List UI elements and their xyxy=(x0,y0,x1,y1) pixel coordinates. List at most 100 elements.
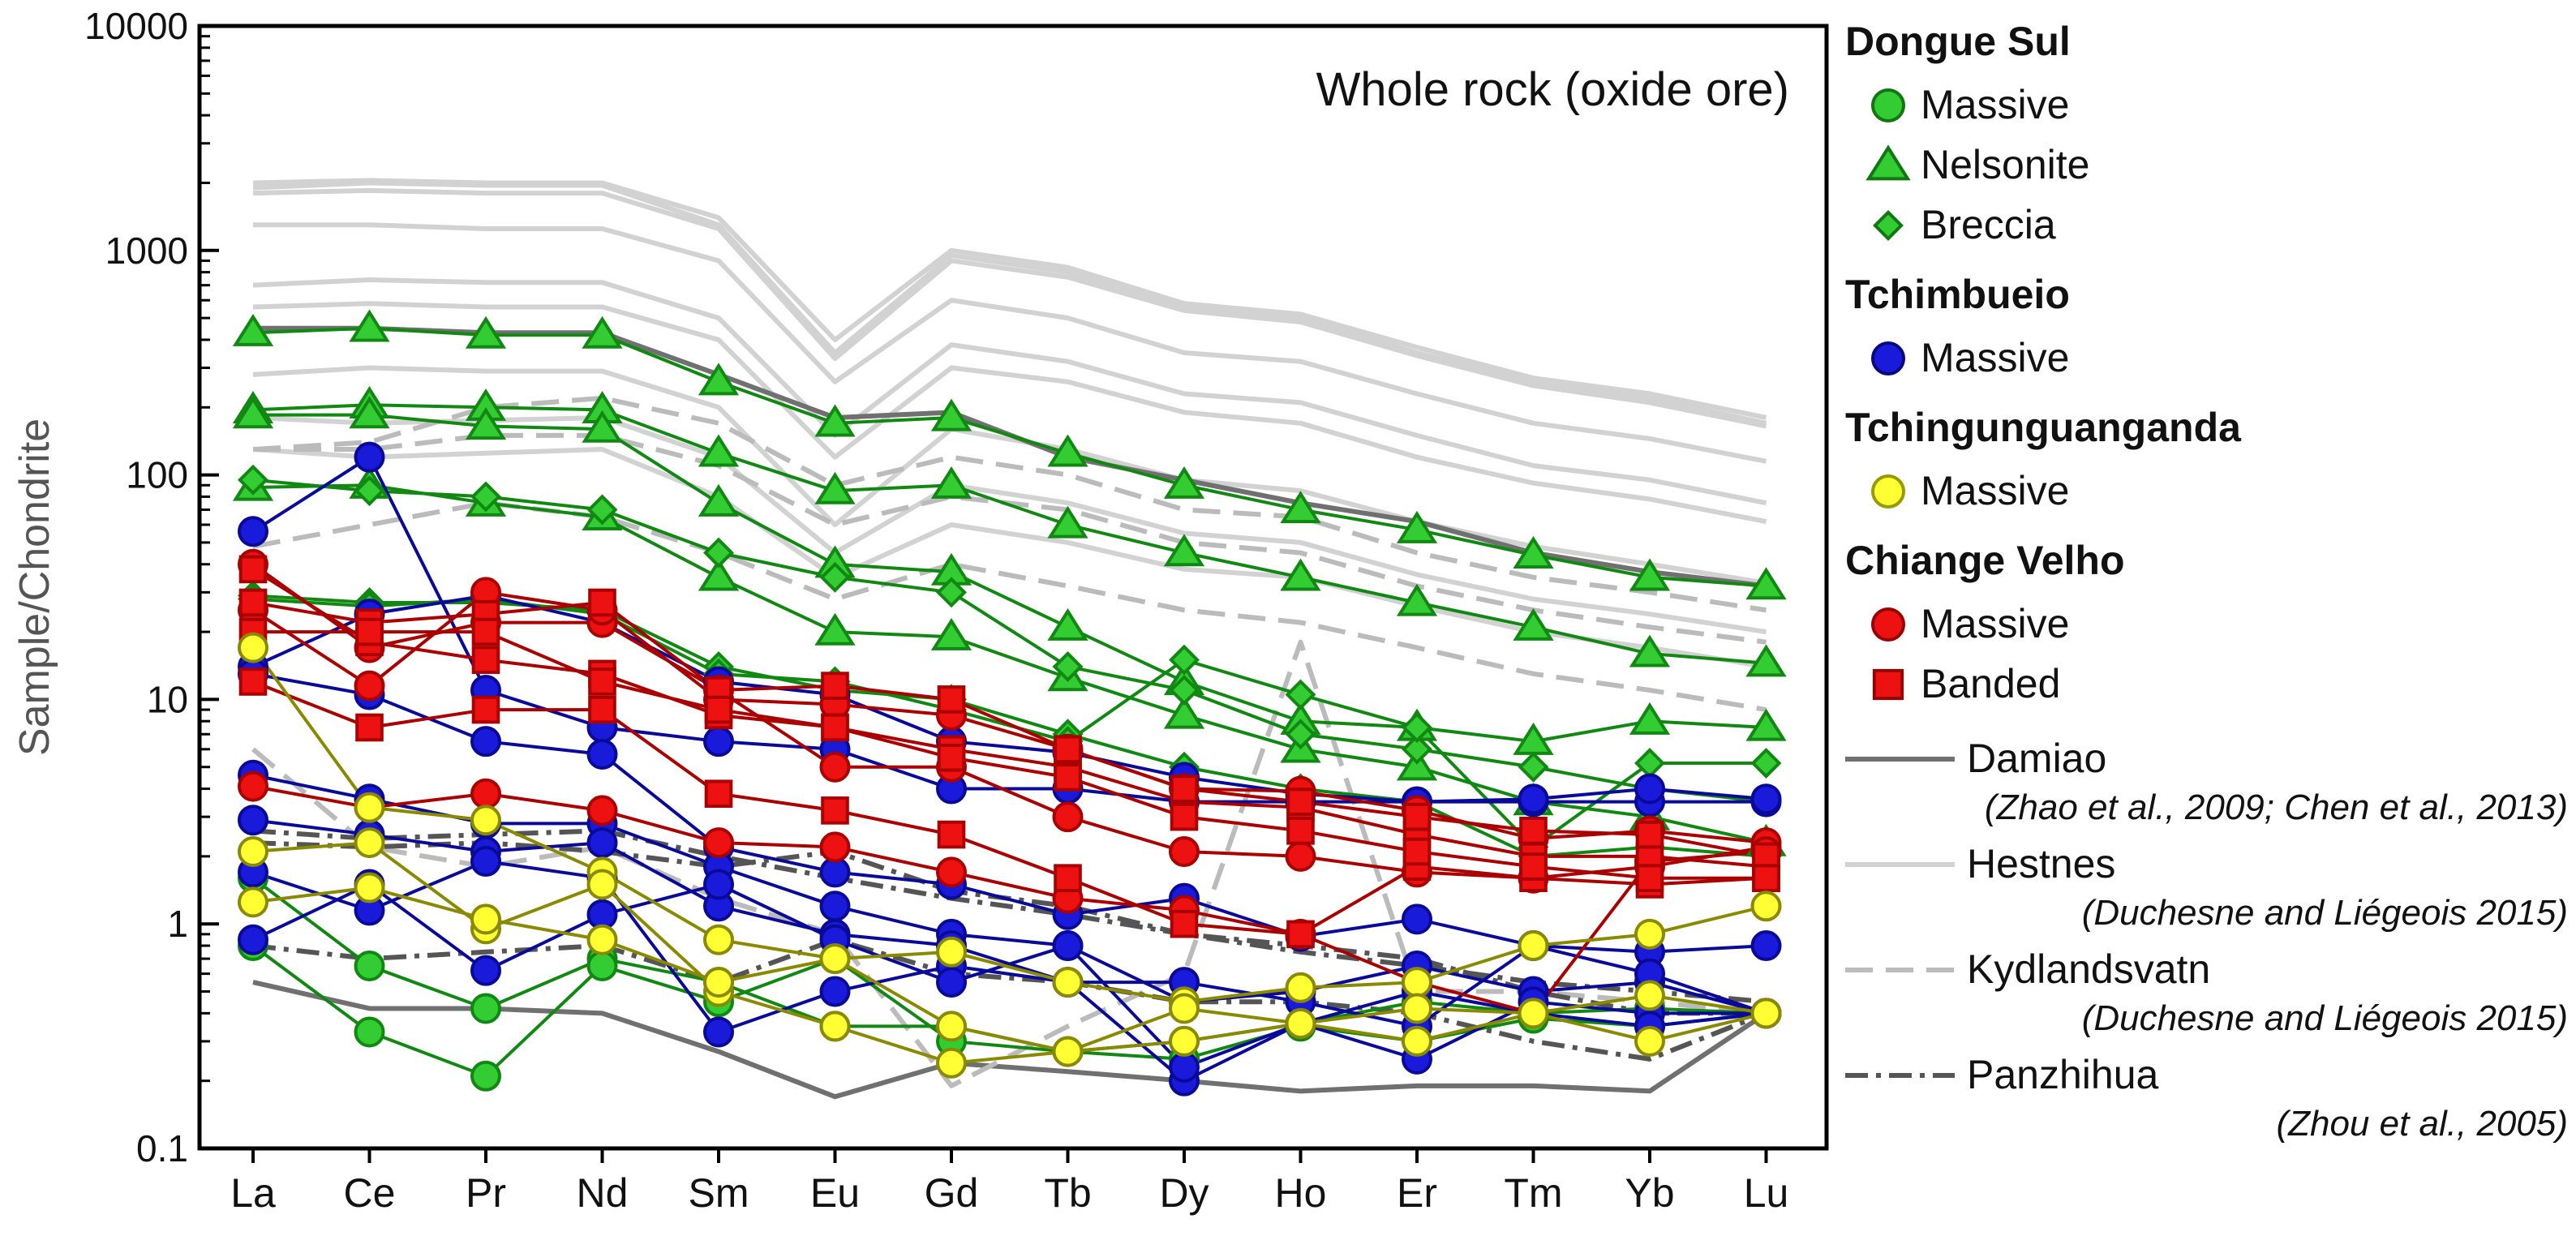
legend-marker-diamond xyxy=(1873,210,1904,241)
data-point-circle xyxy=(586,924,618,955)
reference-line-hestnes xyxy=(252,447,1767,669)
data-point-triangle xyxy=(465,315,507,349)
data-point-diamond xyxy=(1285,679,1316,710)
data-point-circle xyxy=(470,955,501,986)
chart-title: Whole rock (oxide ore) xyxy=(1316,63,1789,116)
data-point-circle xyxy=(1052,930,1084,962)
data-point-square xyxy=(1170,802,1199,831)
data-point-circle xyxy=(819,1011,851,1042)
x-tick-label-er: Er xyxy=(1397,1170,1437,1216)
legend-entry-label: Nelsonite xyxy=(1921,142,2089,187)
data-point-circle xyxy=(1169,993,1200,1024)
reference-line-hestnes xyxy=(252,277,1767,506)
legend-reference-label: Kydlandsvatn xyxy=(1967,946,2210,992)
data-point-circle xyxy=(354,872,385,903)
data-point-triangle xyxy=(930,398,972,431)
legend-group-title: Chiange Velho xyxy=(1845,538,2125,583)
plot-frame xyxy=(197,24,1829,1151)
data-point-triangle xyxy=(1047,505,1088,539)
data-point-circle xyxy=(1518,783,1549,815)
data-point-square xyxy=(821,672,849,700)
data-point-circle xyxy=(819,976,851,1007)
reference-line-hestnes xyxy=(253,222,1767,464)
x-tick-label-ho: Ho xyxy=(1275,1170,1327,1216)
data-point-circle xyxy=(703,726,734,757)
data-point-circle xyxy=(238,924,268,955)
data-point-diamond xyxy=(1169,674,1200,706)
data-point-triangle xyxy=(1047,607,1088,641)
y-axis-label: Sample/Chondrite xyxy=(11,418,58,756)
data-point-circle xyxy=(586,950,618,981)
data-point-circle xyxy=(936,1011,967,1042)
data-point-triangle xyxy=(814,404,856,437)
data-point-square xyxy=(1286,920,1315,949)
x-tick-label-gd: Gd xyxy=(925,1170,979,1216)
data-point-square xyxy=(704,695,733,724)
data-point-circle xyxy=(1285,972,1316,1003)
data-point-triangle xyxy=(1396,748,1438,781)
data-point-circle xyxy=(819,751,851,783)
data-point-circle xyxy=(703,967,734,998)
data-point-circle xyxy=(354,827,385,859)
reference-line-damiao xyxy=(252,980,1768,1100)
legend-marker-triangle xyxy=(1865,144,1911,181)
x-tick-label-eu: Eu xyxy=(810,1170,860,1216)
data-point-triangle xyxy=(814,471,856,504)
data-point-triangle xyxy=(1629,634,1671,667)
data-point-diamond xyxy=(819,561,851,593)
data-point-circle xyxy=(936,856,967,888)
data-point-square xyxy=(1635,864,1664,892)
data-point-triangle xyxy=(698,558,740,591)
data-point-square xyxy=(471,617,500,646)
data-point-square xyxy=(588,695,616,724)
x-tick-label-lu: Lu xyxy=(1744,1170,1789,1216)
data-point-square xyxy=(588,667,616,696)
data-point-circle xyxy=(1518,930,1549,962)
x-tick-label-sm: Sm xyxy=(689,1170,749,1216)
data-point-triangle xyxy=(814,612,856,646)
legend-reference-citation: (Zhou et al., 2005) xyxy=(2276,1104,2568,1144)
x-tick-label-la: La xyxy=(230,1170,276,1216)
data-point-triangle xyxy=(698,483,740,517)
data-point-diamond xyxy=(1285,719,1316,750)
data-point-circle xyxy=(1634,918,1665,950)
data-point-circle xyxy=(586,738,618,770)
reference-line-hestnes xyxy=(252,301,1767,525)
y-tick-label: 10 xyxy=(147,678,188,720)
data-point-circle xyxy=(586,899,618,930)
reference-line-hestnes xyxy=(252,178,1767,420)
data-point-square xyxy=(238,667,268,696)
data-point-square xyxy=(1170,909,1199,938)
data-point-circle xyxy=(1750,930,1782,962)
data-point-circle xyxy=(703,924,734,955)
data-point-triangle xyxy=(1047,434,1088,467)
sample-line-dongue-sul-massive xyxy=(251,944,1767,1078)
sample-line-tchingunguanganda-massive xyxy=(252,886,1767,1054)
legend-reference-label: Damiao xyxy=(1967,736,2106,781)
data-point-triangle xyxy=(232,313,274,346)
data-point-triangle xyxy=(1629,558,1671,591)
legend-reference-label: Panzhihua xyxy=(1967,1052,2158,1097)
legend: Dongue Sul Massive Nelsonite Breccia Tchimbu… xyxy=(1845,19,2568,1144)
sample-line-chiange-velho-banded xyxy=(251,568,1767,869)
data-point-triangle xyxy=(1280,558,1321,591)
legend-group-title: Dongue Sul xyxy=(1845,19,2071,64)
y-tick-label: 10000 xyxy=(84,5,188,47)
legend-marker-square xyxy=(1872,668,1904,701)
data-point-circle xyxy=(819,831,851,863)
sample-line-chiange-velho-banded xyxy=(253,630,1767,880)
reference-line-kydlandsvatn xyxy=(252,395,1767,613)
data-point-circle xyxy=(936,1047,967,1079)
sample-line-dongue-sul-breccia xyxy=(252,478,1767,804)
data-point-circle xyxy=(1169,1025,1200,1057)
data-point-triangle xyxy=(930,617,972,650)
data-point-diamond xyxy=(1169,644,1200,676)
sample-line-chiange-velho-massive xyxy=(251,590,1767,845)
x-tick-label-tb: Tb xyxy=(1044,1170,1091,1216)
data-point-circle xyxy=(470,846,501,878)
data-point-circle xyxy=(470,778,501,809)
data-point-triangle xyxy=(1629,702,1671,735)
data-point-circle xyxy=(1518,998,1549,1029)
